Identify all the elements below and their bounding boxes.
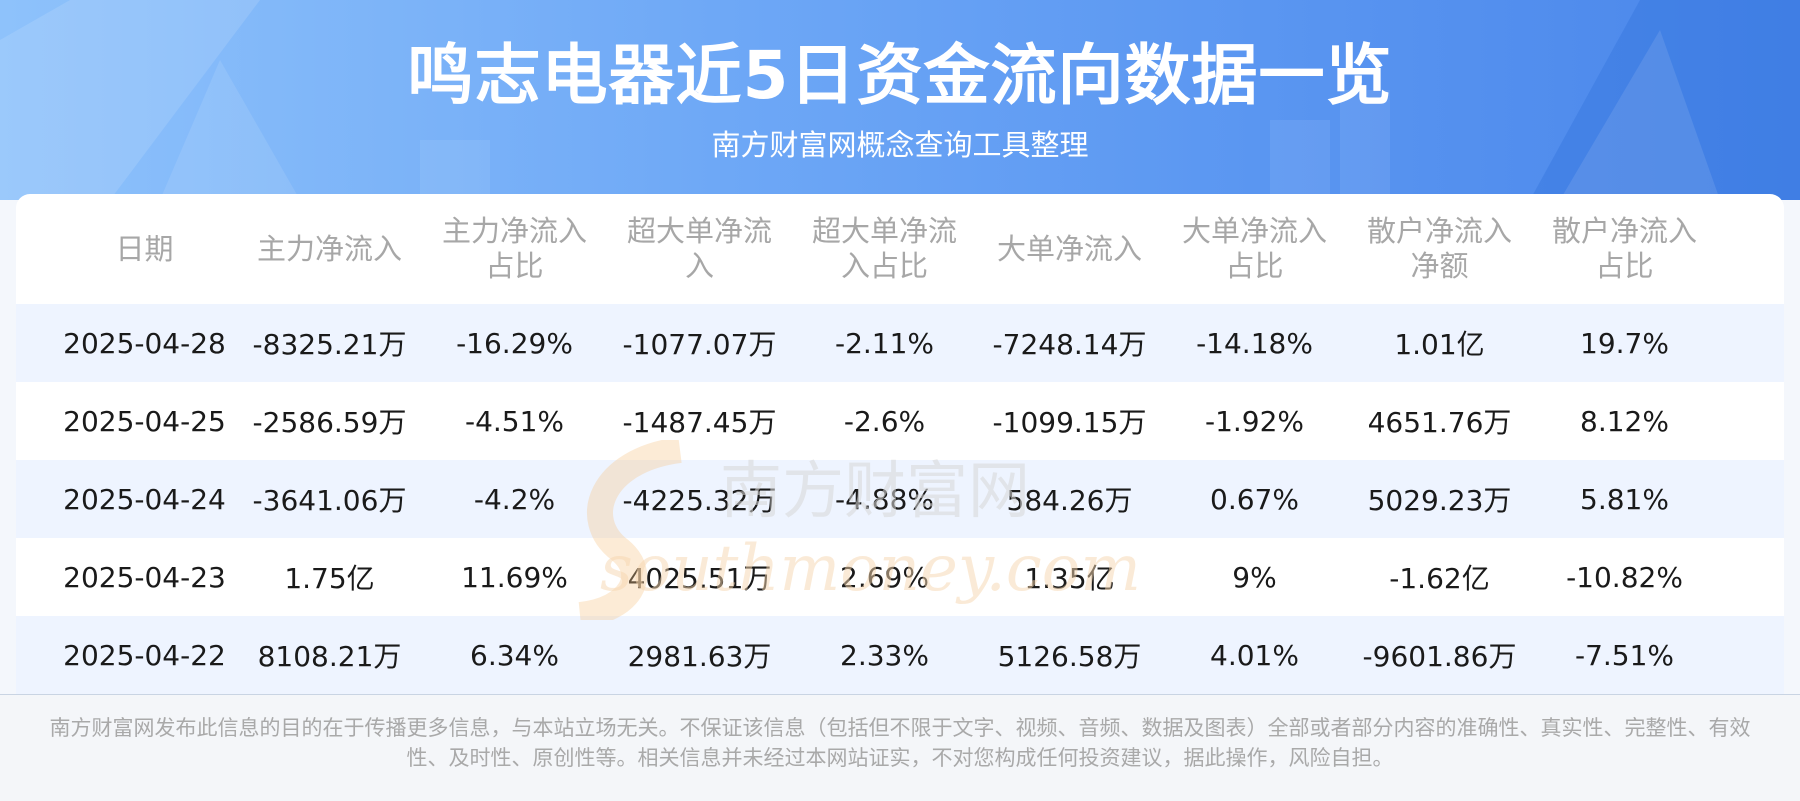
table-row: 2025-04-24 -3641.06万 -4.2% -4225.32万 -4.88% 5… bbox=[16, 460, 1784, 538]
table-cell: -9601.86万 bbox=[1362, 640, 1517, 673]
table-cell: -1.92% bbox=[1204, 404, 1305, 438]
column-header-1: 主力净流入 bbox=[256, 231, 402, 266]
table-cell: 4651.76万 bbox=[1367, 406, 1512, 439]
table-cell: 8.12% bbox=[1580, 404, 1669, 438]
table-cell: 5029.23万 bbox=[1367, 484, 1512, 517]
table-cell: -3641.06万 bbox=[252, 484, 407, 517]
table-cell: -2.11% bbox=[834, 326, 935, 360]
table-cell: 2.69% bbox=[840, 560, 929, 594]
table-cell: -4.51% bbox=[464, 404, 565, 438]
table-cell: 11.69% bbox=[461, 560, 568, 594]
table-row: 2025-04-25 -2586.59万 -4.51% -1487.45万 -2.6% -… bbox=[16, 382, 1784, 460]
table-cell: -2586.59万 bbox=[252, 406, 407, 439]
table-cell: 5126.58万 bbox=[997, 640, 1142, 673]
column-header-0: 日期 bbox=[115, 231, 174, 266]
column-header-2: 主力净流入 占比 bbox=[441, 214, 587, 283]
footer: 南方财富网发布此信息的目的在于传播更多信息，与本站立场无关。不保证该信息（包括但… bbox=[0, 694, 1800, 801]
table-cell: -1487.45万 bbox=[622, 406, 777, 439]
table-cell: -4225.32万 bbox=[622, 484, 777, 517]
table-row: 2025-04-22 8108.21万 6.34% 2981.63万 2.33% 5126… bbox=[16, 616, 1784, 694]
table-cell: -16.29% bbox=[456, 326, 573, 360]
table-cell: 8108.21万 bbox=[257, 640, 402, 673]
table-cell: -7.51% bbox=[1574, 638, 1675, 672]
table-cell: 4025.51万 bbox=[627, 562, 772, 595]
table-cell: 0.67% bbox=[1210, 482, 1299, 516]
table-cell: 2025-04-22 bbox=[63, 638, 226, 672]
table-cell: 4.01% bbox=[1210, 638, 1299, 672]
column-header-3: 超大单净流 入 bbox=[626, 214, 772, 283]
table-cell: 19.7% bbox=[1580, 326, 1669, 360]
column-header-5: 大单净流入 bbox=[996, 231, 1142, 266]
table-cell: 5.81% bbox=[1580, 482, 1669, 516]
table-cell: -1.62亿 bbox=[1389, 562, 1490, 595]
header-banner: 鸣志电器近5日资金流向数据一览 南方财富网概念查询工具整理 bbox=[0, 0, 1800, 200]
table-cell: 9% bbox=[1232, 560, 1277, 594]
table-cell: 2025-04-24 bbox=[63, 482, 226, 516]
table-cell: 1.35亿 bbox=[1024, 562, 1115, 595]
table-cell: 2025-04-25 bbox=[63, 404, 226, 438]
table-cell: 1.75亿 bbox=[284, 562, 375, 595]
column-header-7: 散户净流入 净额 bbox=[1366, 214, 1512, 283]
table-cell: -4.2% bbox=[473, 482, 556, 516]
page-subtitle: 南方财富网概念查询工具整理 bbox=[711, 128, 1089, 162]
column-header-6: 大单净流入 占比 bbox=[1181, 214, 1327, 283]
table-cell: 6.34% bbox=[470, 638, 559, 672]
table-cell: -8325.21万 bbox=[252, 328, 407, 361]
table-cell: -4.88% bbox=[834, 482, 935, 516]
page-title: 鸣志电器近5日资金流向数据一览 bbox=[407, 37, 1393, 114]
banner-decoration bbox=[0, 0, 1800, 200]
column-header-4: 超大单净流 入占比 bbox=[811, 214, 957, 283]
table-cell: -1077.07万 bbox=[622, 328, 777, 361]
table-cell: -7248.14万 bbox=[992, 328, 1147, 361]
table-cell: 2.33% bbox=[840, 638, 929, 672]
table-row: 2025-04-28 -8325.21万 -16.29% -1077.07万 -2.11… bbox=[16, 304, 1784, 382]
disclaimer-text: 南方财富网发布此信息的目的在于传播更多信息，与本站立场无关。不保证该信息（包括但… bbox=[49, 716, 1751, 770]
column-header-8: 散户净流入 占比 bbox=[1551, 214, 1697, 283]
data-table: 日期 主力净流入 主力净流入 占比 超大单净流 入超大单净流 入占比 大单净流入 大单净流… bbox=[16, 194, 1784, 694]
table-cell: 584.26万 bbox=[1006, 484, 1133, 517]
table-cell: 2981.63万 bbox=[627, 640, 772, 673]
table-cell: 2025-04-28 bbox=[63, 326, 226, 360]
table-cell: -2.6% bbox=[843, 404, 926, 438]
table-header: 日期 主力净流入 主力净流入 占比 超大单净流 入超大单净流 入占比 大单净流入 大单净流… bbox=[16, 194, 1784, 304]
table-cell: 2025-04-23 bbox=[63, 560, 226, 594]
table-cell: 1.01亿 bbox=[1394, 328, 1485, 361]
table-cell: -1099.15万 bbox=[992, 406, 1147, 439]
table-cell: -14.18% bbox=[1196, 326, 1313, 360]
table-cell: -10.82% bbox=[1566, 560, 1683, 594]
table-row: 2025-04-23 1.75亿 11.69% 4025.51万 2.69% 1.35亿 9… bbox=[16, 538, 1784, 616]
